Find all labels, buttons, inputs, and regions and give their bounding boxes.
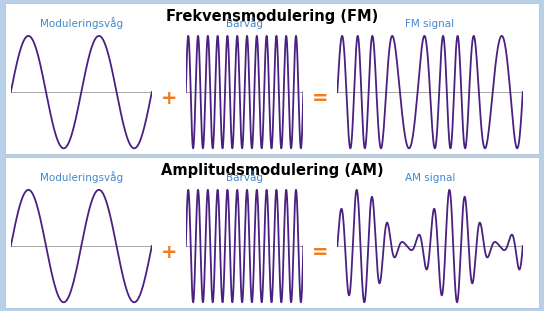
Text: Bärvåg: Bärvåg <box>226 171 263 183</box>
Text: Frekvensmodulering (FM): Frekvensmodulering (FM) <box>166 9 378 24</box>
Text: +: + <box>160 243 177 262</box>
Text: Moduleringsvåg: Moduleringsvåg <box>40 171 123 183</box>
Text: FM signal: FM signal <box>405 19 455 29</box>
Text: =: = <box>312 243 329 262</box>
Text: +: + <box>160 89 177 108</box>
Text: =: = <box>312 89 329 108</box>
Text: Amplitudsmodulering (AM): Amplitudsmodulering (AM) <box>160 163 384 178</box>
Text: Moduleringsvåg: Moduleringsvåg <box>40 17 123 29</box>
Text: Bärvåg: Bärvåg <box>226 17 263 29</box>
Text: AM signal: AM signal <box>405 173 455 183</box>
